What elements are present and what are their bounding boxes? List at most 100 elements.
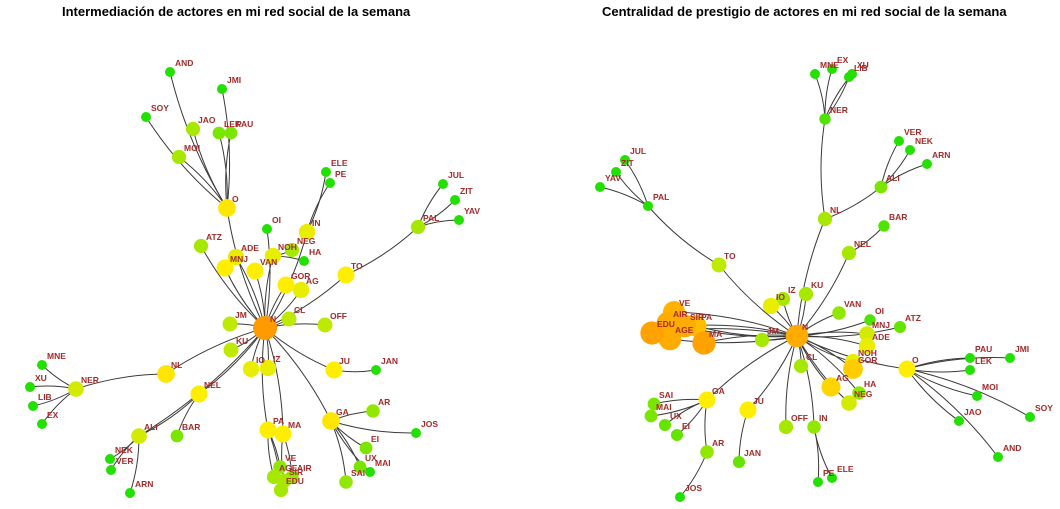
label-IN: IN: [312, 218, 321, 228]
node-PAL: [643, 201, 653, 211]
label-MAI: MAI: [375, 458, 391, 468]
label-NEK: NEK: [915, 136, 934, 146]
edge-N-GA: [706, 335, 798, 401]
node-MOI: [972, 391, 982, 401]
node-XU: [25, 382, 35, 392]
node-ARN: [922, 159, 932, 169]
node-ADE: [858, 337, 876, 355]
node-OFF: [778, 419, 794, 435]
node-IZ: [775, 291, 791, 307]
node-TO: [337, 266, 355, 284]
label-VER: VER: [116, 456, 133, 466]
left-nodes: [25, 67, 464, 498]
label-PAU: PAU: [975, 344, 992, 354]
node-BAR: [170, 429, 184, 443]
label-YAV: YAV: [605, 173, 621, 183]
node-ATZ: [193, 238, 209, 254]
node-JUL: [438, 179, 448, 189]
label-EDU: EDU: [286, 476, 304, 486]
label-EX: EX: [47, 410, 59, 420]
label-NL: NL: [830, 205, 841, 215]
node-JAO: [954, 416, 964, 426]
node-ZIT: [611, 167, 621, 177]
node-EI: [670, 428, 684, 442]
node-TO: [711, 257, 727, 273]
label-SIR: SIR: [690, 312, 704, 322]
node-UX: [353, 460, 367, 474]
edge-O-AND: [906, 368, 999, 458]
node-NL: [157, 365, 175, 383]
label-MAI: MAI: [656, 402, 672, 412]
label-AGE: AGE: [279, 463, 298, 473]
label-XU: XU: [857, 60, 869, 70]
edge-N-AGE: [669, 335, 798, 344]
label-ELE: ELE: [331, 158, 348, 168]
node-OI: [864, 314, 876, 326]
label-YAV: YAV: [464, 206, 480, 216]
label-IN: IN: [819, 413, 828, 423]
node-MAI: [644, 409, 658, 423]
label-JUL: JUL: [630, 146, 646, 156]
label-MOI: MOI: [982, 382, 998, 392]
node-ALI: [131, 428, 147, 444]
label-JU: JU: [753, 396, 764, 406]
node-NOH: [264, 247, 282, 265]
label-AR: AR: [712, 438, 724, 448]
node-NEG: [284, 242, 300, 258]
node-SAI: [647, 397, 661, 411]
node-MNE: [37, 360, 47, 370]
edge-NER-MNE: [814, 73, 826, 120]
label-SIR: SIR: [289, 467, 303, 477]
label-NEL: NEL: [204, 380, 221, 390]
node-O: [218, 199, 236, 217]
node-NEG: [841, 395, 857, 411]
node-VAN: [246, 262, 264, 280]
label-O: O: [232, 194, 239, 204]
label-NL: NL: [171, 360, 182, 370]
label-LIB: LIB: [38, 392, 52, 402]
node-JU: [325, 361, 343, 379]
label-JOS: JOS: [685, 483, 702, 493]
label-OFF: OFF: [791, 413, 808, 423]
label-LIB: LIB: [854, 63, 868, 73]
node-O: [898, 360, 916, 378]
label-NEG: NEG: [297, 236, 316, 246]
node-LEK: [965, 365, 975, 375]
node-AR: [366, 404, 380, 418]
label-CL: CL: [806, 352, 817, 362]
label-AGE: AGE: [675, 325, 694, 335]
edge-PAL-YAV: [599, 186, 649, 207]
node-PE: [325, 178, 335, 188]
label-IZ: IZ: [273, 354, 281, 364]
node-VAN: [832, 306, 846, 320]
node-ATZ: [893, 320, 907, 334]
node-GOR: [277, 276, 295, 294]
node-NEL: [841, 245, 857, 261]
label-PAL: PAL: [423, 213, 439, 223]
label-NEG: NEG: [854, 389, 873, 399]
label-VE: VE: [679, 298, 691, 308]
node-PAU: [224, 126, 238, 140]
node-JM: [754, 332, 770, 348]
edge-O-JMI: [906, 357, 1011, 370]
node-AG: [821, 377, 841, 397]
node-ELE: [827, 473, 837, 483]
label-MNE: MNE: [820, 60, 839, 70]
node-EDU: [273, 482, 289, 498]
label-EI: EI: [371, 434, 379, 444]
node-MAI: [365, 467, 375, 477]
node-ALI: [874, 180, 888, 194]
node-OFF: [317, 317, 333, 333]
node-VE: [273, 460, 287, 474]
label-SOY: SOY: [1035, 403, 1053, 413]
label-SAI: SAI: [351, 468, 365, 478]
label-MA: MA: [288, 420, 301, 430]
node-NEL: [190, 385, 208, 403]
label-GOR: GOR: [858, 355, 877, 365]
label-PE: PE: [335, 169, 347, 179]
node-NER: [819, 113, 831, 125]
label-JU: JU: [339, 356, 350, 366]
label-NEL: NEL: [854, 239, 871, 249]
label-MNJ: MNJ: [872, 320, 890, 330]
